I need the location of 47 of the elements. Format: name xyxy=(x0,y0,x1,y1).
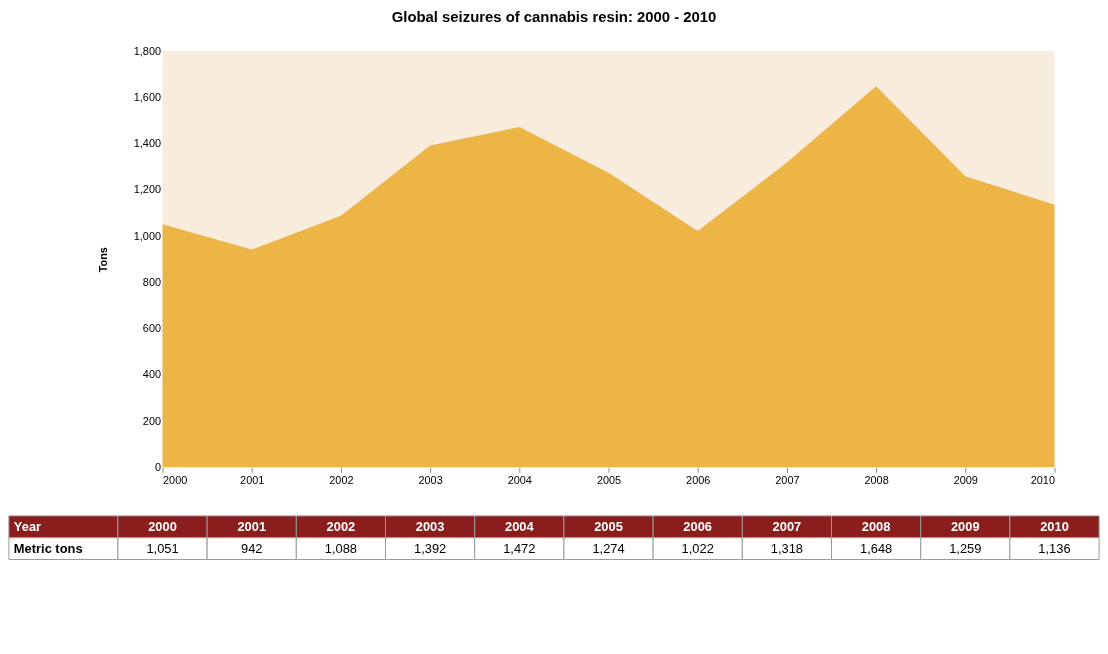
x-tick-label: 2006 xyxy=(686,473,711,486)
x-tick-label: 2000 xyxy=(163,473,188,486)
x-axis-title: Year xyxy=(13,518,42,534)
x-tick-label: 2002 xyxy=(329,473,354,486)
x-tick-label: 2000 xyxy=(148,518,177,534)
x-tick-label: 2009 xyxy=(953,473,978,486)
y-tick-label: 800 xyxy=(142,275,162,288)
x-tick-label: 2004 xyxy=(504,518,535,534)
y-tick-label: 1,400 xyxy=(133,137,162,150)
x-tick-label: 2006 xyxy=(683,518,713,534)
x-tick-label: 2008 xyxy=(864,473,889,486)
data-label: 1,472 xyxy=(503,540,536,556)
data-label: 1,274 xyxy=(592,540,625,556)
y-tick-label: 1,000 xyxy=(133,229,162,242)
data-label: 1,088 xyxy=(324,540,358,556)
x-tick-label: 2001 xyxy=(237,518,267,534)
x-tick-label: 2002 xyxy=(326,518,356,534)
y-tick-label: Metric tons xyxy=(13,540,83,556)
x-tick-label: 2010 xyxy=(1040,518,1069,534)
data-label: 942 xyxy=(240,540,263,556)
chart-title: Global seizures of cannabis resin: 2000 - 2010 xyxy=(391,9,717,26)
x-tick-label: 2004 xyxy=(507,473,532,486)
x-tick-label: 2007 xyxy=(775,473,800,486)
x-tick-label: 2003 xyxy=(415,518,445,534)
x-tick-label: 2005 xyxy=(596,473,622,486)
x-tick-label: 2008 xyxy=(861,518,891,534)
y-axis-title: Tons xyxy=(97,247,110,273)
data-label: 1,648 xyxy=(859,540,893,556)
y-tick-label: 1,200 xyxy=(133,183,162,196)
y-tick-label: 600 xyxy=(142,322,162,335)
x-tick-label: 2009 xyxy=(950,518,980,534)
y-tick-label: 400 xyxy=(142,368,162,381)
y-tick-label: 1,600 xyxy=(133,90,162,103)
y-tick-label: 1,800 xyxy=(133,44,162,57)
data-label: 1,136 xyxy=(1038,540,1071,556)
x-tick-label: 2010 xyxy=(1030,473,1055,486)
data-label: 1,259 xyxy=(949,540,982,556)
x-tick-label: 2005 xyxy=(594,518,623,534)
data-label: 1,392 xyxy=(414,540,447,556)
x-tick-label: 2001 xyxy=(240,473,265,486)
y-tick-label: 200 xyxy=(142,414,162,427)
y-tick-label: 0 xyxy=(154,460,162,473)
data-label: 1,051 xyxy=(146,540,179,556)
data-label: 1,022 xyxy=(681,540,714,556)
data-label: 1,318 xyxy=(770,540,804,556)
x-tick-label: 2007 xyxy=(772,518,802,534)
x-tick-label: 2003 xyxy=(418,473,443,486)
